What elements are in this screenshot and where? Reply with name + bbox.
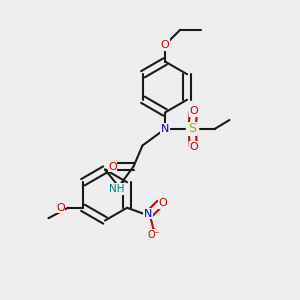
Text: O⁻: O⁻ (148, 230, 160, 240)
Text: S: S (188, 122, 196, 136)
Text: O: O (189, 142, 198, 152)
Text: O: O (159, 198, 167, 208)
Text: O: O (108, 161, 117, 172)
Text: O: O (189, 106, 198, 116)
Text: N: N (144, 209, 152, 219)
Text: NH: NH (109, 184, 125, 194)
Text: N: N (161, 124, 169, 134)
Text: O: O (160, 40, 169, 50)
Text: O: O (56, 203, 65, 213)
